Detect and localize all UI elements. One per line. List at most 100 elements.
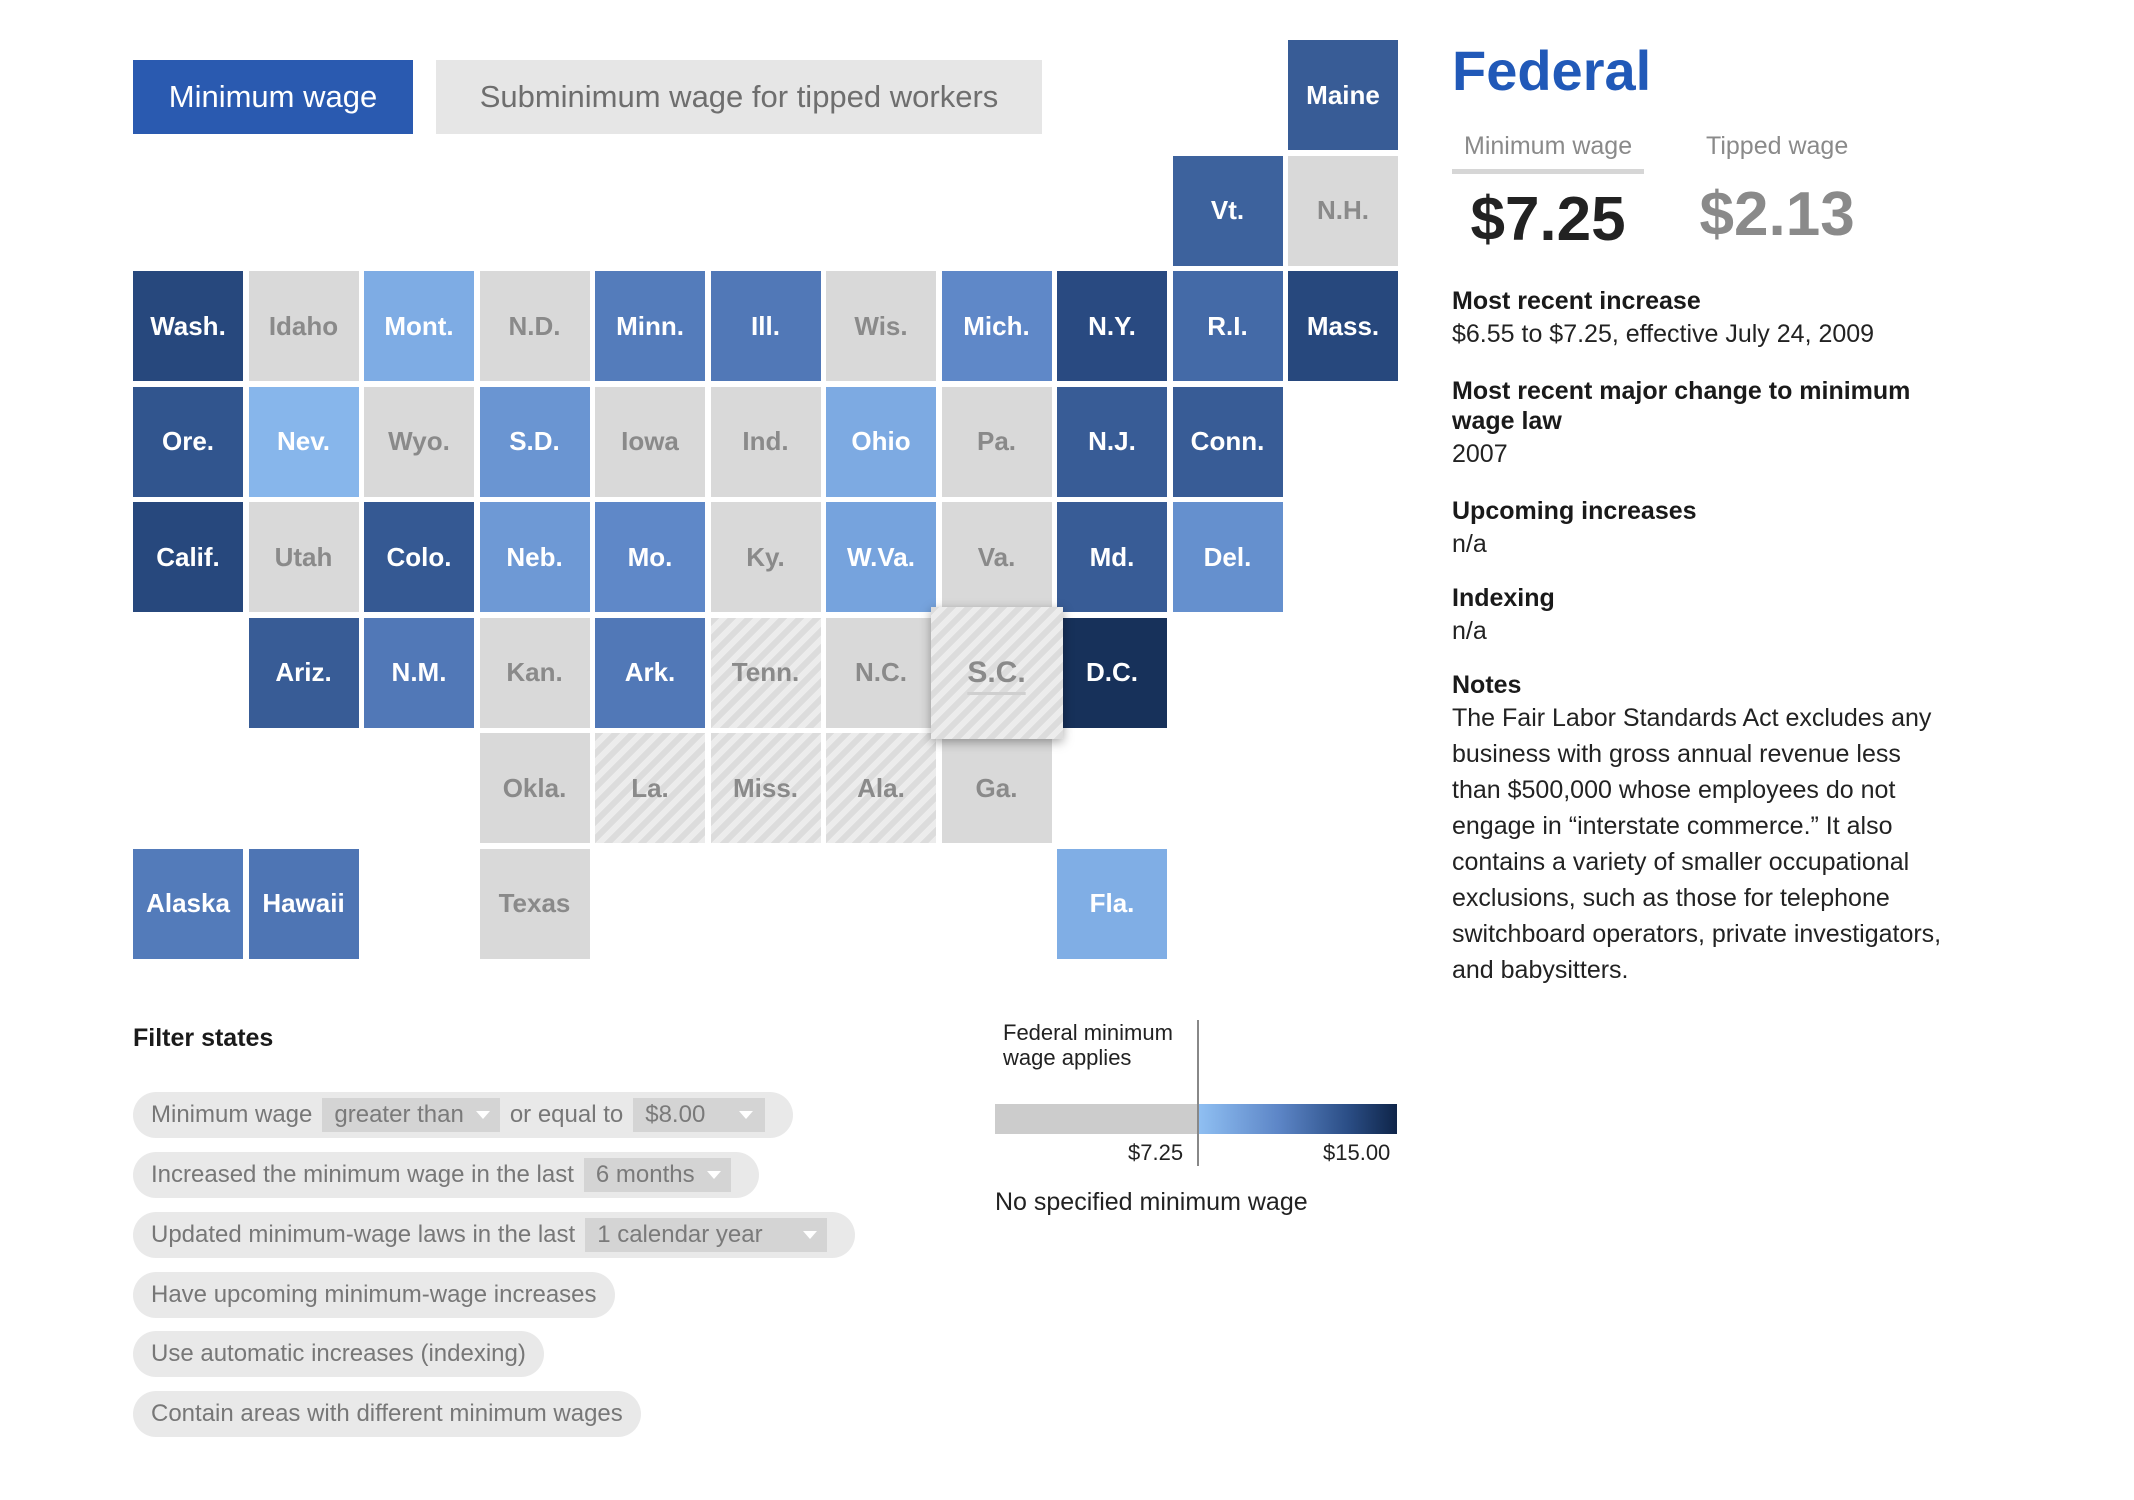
state-tile-idaho[interactable]: Idaho	[248, 271, 359, 381]
upcoming-value: n/a	[1452, 530, 1487, 558]
state-tile-minn[interactable]: Minn.	[595, 271, 705, 381]
tipped-wage-value: $2.13	[1699, 180, 1855, 249]
state-tile-vt[interactable]: Vt.	[1172, 155, 1283, 266]
state-tile-map: Maine Vt. N.H. Wash. Idaho Mont. N.D. Minn. Ill.…	[0, 0, 1420, 980]
increase-period-value: 6 months	[595, 1161, 695, 1188]
state-tile-md[interactable]: Md.	[1057, 502, 1167, 612]
state-tile-ohio[interactable]: Ohio	[826, 386, 936, 497]
state-tile-ind[interactable]: Ind.	[710, 386, 821, 497]
filter-minimum-wage[interactable]: Minimum wage greater than or equal to $8…	[133, 1092, 794, 1138]
state-tile-wis[interactable]: Wis.	[826, 271, 936, 381]
state-tile-s-d[interactable]: S.D.	[479, 386, 590, 497]
legend-federal-swatch	[995, 1104, 1197, 1134]
tipped-wage-tab-panel[interactable]: Tipped wage $2.13	[1694, 132, 1860, 250]
state-tile-nev[interactable]: Nev.	[248, 386, 359, 497]
minimum-wage-label: Minimum wage	[1452, 132, 1645, 174]
tipped-wage-label: Tipped wage	[1706, 132, 1849, 160]
state-tile-n-c[interactable]: N.C.	[826, 617, 936, 728]
legend-federal-line2: wage applies	[1003, 1045, 1132, 1070]
filter-indexing[interactable]: Use automatic increases (indexing)	[133, 1331, 544, 1377]
state-tile-d-c[interactable]: D.C.	[1057, 617, 1167, 728]
state-tile-iowa[interactable]: Iowa	[595, 386, 705, 497]
state-tile-calif[interactable]: Calif.	[133, 502, 243, 612]
state-tile-okla[interactable]: Okla.	[479, 733, 590, 843]
state-tile-miss[interactable]: Miss.	[710, 733, 821, 843]
state-tile-ga[interactable]: Ga.	[941, 733, 1052, 843]
increase-period-dropdown[interactable]: 6 months	[583, 1158, 731, 1192]
filter-recent-increase[interactable]: Increased the minimum wage in the last 6…	[133, 1152, 759, 1198]
state-tile-mich[interactable]: Mich.	[941, 271, 1052, 381]
state-tile-del[interactable]: Del.	[1172, 502, 1283, 612]
chevron-down-icon	[802, 1231, 817, 1239]
comparison-dropdown[interactable]: greater than	[322, 1098, 500, 1132]
filter-upcoming-label: Have upcoming minimum-wage increases	[151, 1281, 597, 1308]
state-tile-wash[interactable]: Wash.	[133, 271, 243, 381]
indexing-heading: Indexing	[1452, 584, 1555, 612]
state-tile-conn[interactable]: Conn.	[1172, 386, 1283, 497]
major-change-value: 2007	[1452, 440, 1508, 468]
state-tile-ore[interactable]: Ore.	[133, 386, 243, 497]
state-tile-texas[interactable]: Texas	[479, 848, 590, 959]
law-period-dropdown[interactable]: 1 calendar year	[585, 1218, 827, 1252]
chevron-down-icon	[475, 1111, 490, 1119]
indexing-section: Indexing n/a	[1452, 583, 1972, 649]
legend-max-tick: $15.00	[1323, 1140, 1391, 1165]
filter-or-equal-label: or equal to	[509, 1101, 624, 1128]
state-tile-w-va[interactable]: W.Va.	[826, 502, 936, 612]
notes-section: Notes The Fair Labor Standards Act exclu…	[1452, 670, 1952, 988]
state-tile-n-j[interactable]: N.J.	[1057, 386, 1167, 497]
state-tile-fla[interactable]: Fla.	[1057, 848, 1167, 959]
filter-updated-laws[interactable]: Updated minimum-wage laws in the last 1 …	[133, 1212, 855, 1258]
state-tile-mo[interactable]: Mo.	[595, 502, 705, 612]
state-tile-hawaii[interactable]: Hawaii	[248, 848, 359, 959]
filter-states-heading: Filter states	[133, 1024, 274, 1052]
state-tile-n-d[interactable]: N.D.	[479, 271, 590, 381]
state-tile-ala[interactable]: Ala.	[826, 733, 936, 843]
filter-upcoming-increases[interactable]: Have upcoming minimum-wage increases	[133, 1272, 615, 1318]
indexing-value: n/a	[1452, 617, 1487, 645]
state-tile-wyo[interactable]: Wyo.	[364, 386, 474, 497]
state-tile-alaska[interactable]: Alaska	[133, 848, 243, 959]
filter-updated-laws-label: Updated minimum-wage laws in the last	[151, 1221, 576, 1248]
state-tile-neb[interactable]: Neb.	[479, 502, 590, 612]
amount-dropdown[interactable]: $8.00	[633, 1098, 766, 1132]
minimum-wage-tab-panel[interactable]: Minimum wage $7.25	[1452, 132, 1645, 255]
tipped-wage-tab[interactable]: Subminimum wage for tipped workers	[436, 60, 1042, 134]
state-tile-utah[interactable]: Utah	[248, 502, 359, 612]
legend-no-minimum: No specified minimum wage	[995, 1188, 1308, 1216]
state-tile-kan[interactable]: Kan.	[479, 617, 590, 728]
legend-federal-label: Federal minimum wage applies	[1003, 1020, 1173, 1070]
state-tile-la[interactable]: La.	[595, 733, 705, 843]
state-tile-ark[interactable]: Ark.	[595, 617, 705, 728]
state-tile-n-m[interactable]: N.M.	[364, 617, 474, 728]
state-tile-ill[interactable]: Ill.	[710, 271, 821, 381]
state-tile-ky[interactable]: Ky.	[710, 502, 821, 612]
state-tile-colo[interactable]: Colo.	[364, 502, 474, 612]
legend-federal-line1: Federal minimum	[1003, 1020, 1173, 1045]
filter-recent-increase-label: Increased the minimum wage in the last	[151, 1161, 574, 1188]
state-tile-tenn[interactable]: Tenn.	[710, 617, 821, 728]
state-tile-mass[interactable]: Mass.	[1288, 271, 1398, 381]
chevron-down-icon	[739, 1111, 754, 1119]
filter-indexing-label: Use automatic increases (indexing)	[151, 1340, 526, 1367]
state-tile-ariz[interactable]: Ariz.	[248, 617, 359, 728]
state-tile-maine[interactable]: Maine	[1288, 40, 1398, 150]
legend-min-tick: $7.25	[1128, 1140, 1184, 1165]
state-tile-mont[interactable]: Mont.	[364, 271, 474, 381]
filter-different-areas[interactable]: Contain areas with different minimum wag…	[133, 1391, 641, 1437]
recent-increase-heading: Most recent increase	[1452, 287, 1701, 315]
upcoming-heading: Upcoming increases	[1452, 497, 1697, 525]
legend-divider	[1197, 1020, 1199, 1166]
state-tile-r-i[interactable]: R.I.	[1172, 271, 1283, 381]
minimum-wage-tab[interactable]: Minimum wage	[133, 60, 413, 134]
state-tile-pa[interactable]: Pa.	[941, 386, 1052, 497]
minimum-wage-value: $7.25	[1470, 185, 1626, 254]
state-tile-va[interactable]: Va.	[941, 502, 1052, 612]
recent-increase-section: Most recent increase $6.55 to $7.25, eff…	[1452, 286, 1972, 352]
state-tile-s-c[interactable]: S.C.	[930, 606, 1063, 739]
state-tile-n-y[interactable]: N.Y.	[1057, 271, 1167, 381]
amount-value: $8.00	[645, 1101, 706, 1128]
law-period-value: 1 calendar year	[597, 1221, 763, 1248]
state-tile-n-h[interactable]: N.H.	[1288, 155, 1398, 266]
major-change-section: Most recent major change to minimum wage…	[1452, 376, 1972, 472]
